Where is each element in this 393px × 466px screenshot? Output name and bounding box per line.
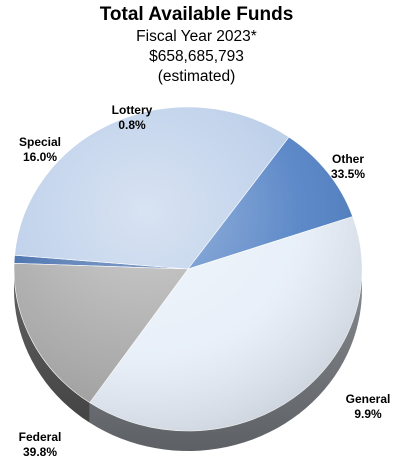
- chart-subtitle-fiscal-year: Fiscal Year 2023*: [136, 28, 257, 45]
- slice-value-federal: 39.8%: [23, 445, 57, 459]
- pie-side-shade-federal: [89, 269, 362, 451]
- pie-shine: [14, 107, 362, 431]
- title-block: Total Available Funds Fiscal Year 2023* …: [0, 3, 393, 87]
- slice-label-lottery: Lottery: [112, 103, 153, 117]
- slice-label-federal: Federal: [19, 430, 62, 444]
- slice-label-other: Other: [332, 152, 364, 166]
- slice-label-special: Special: [19, 135, 61, 149]
- chart-subtitle-estimated: (estimated): [157, 68, 236, 85]
- pie-side-layer: [14, 269, 362, 451]
- slice-value-other: 33.5%: [331, 167, 365, 181]
- slice-label-general: General: [346, 392, 391, 406]
- pie-shine-layer: [14, 107, 362, 431]
- slice-value-general: 9.9%: [354, 407, 382, 421]
- chart-title: Total Available Funds: [99, 4, 294, 25]
- chart-subtitle-amount: $658,685,793: [149, 48, 244, 65]
- pie-side-shade-special: [14, 269, 90, 423]
- slice-value-special: 16.0%: [23, 150, 57, 164]
- slice-value-lottery: 0.8%: [118, 118, 146, 132]
